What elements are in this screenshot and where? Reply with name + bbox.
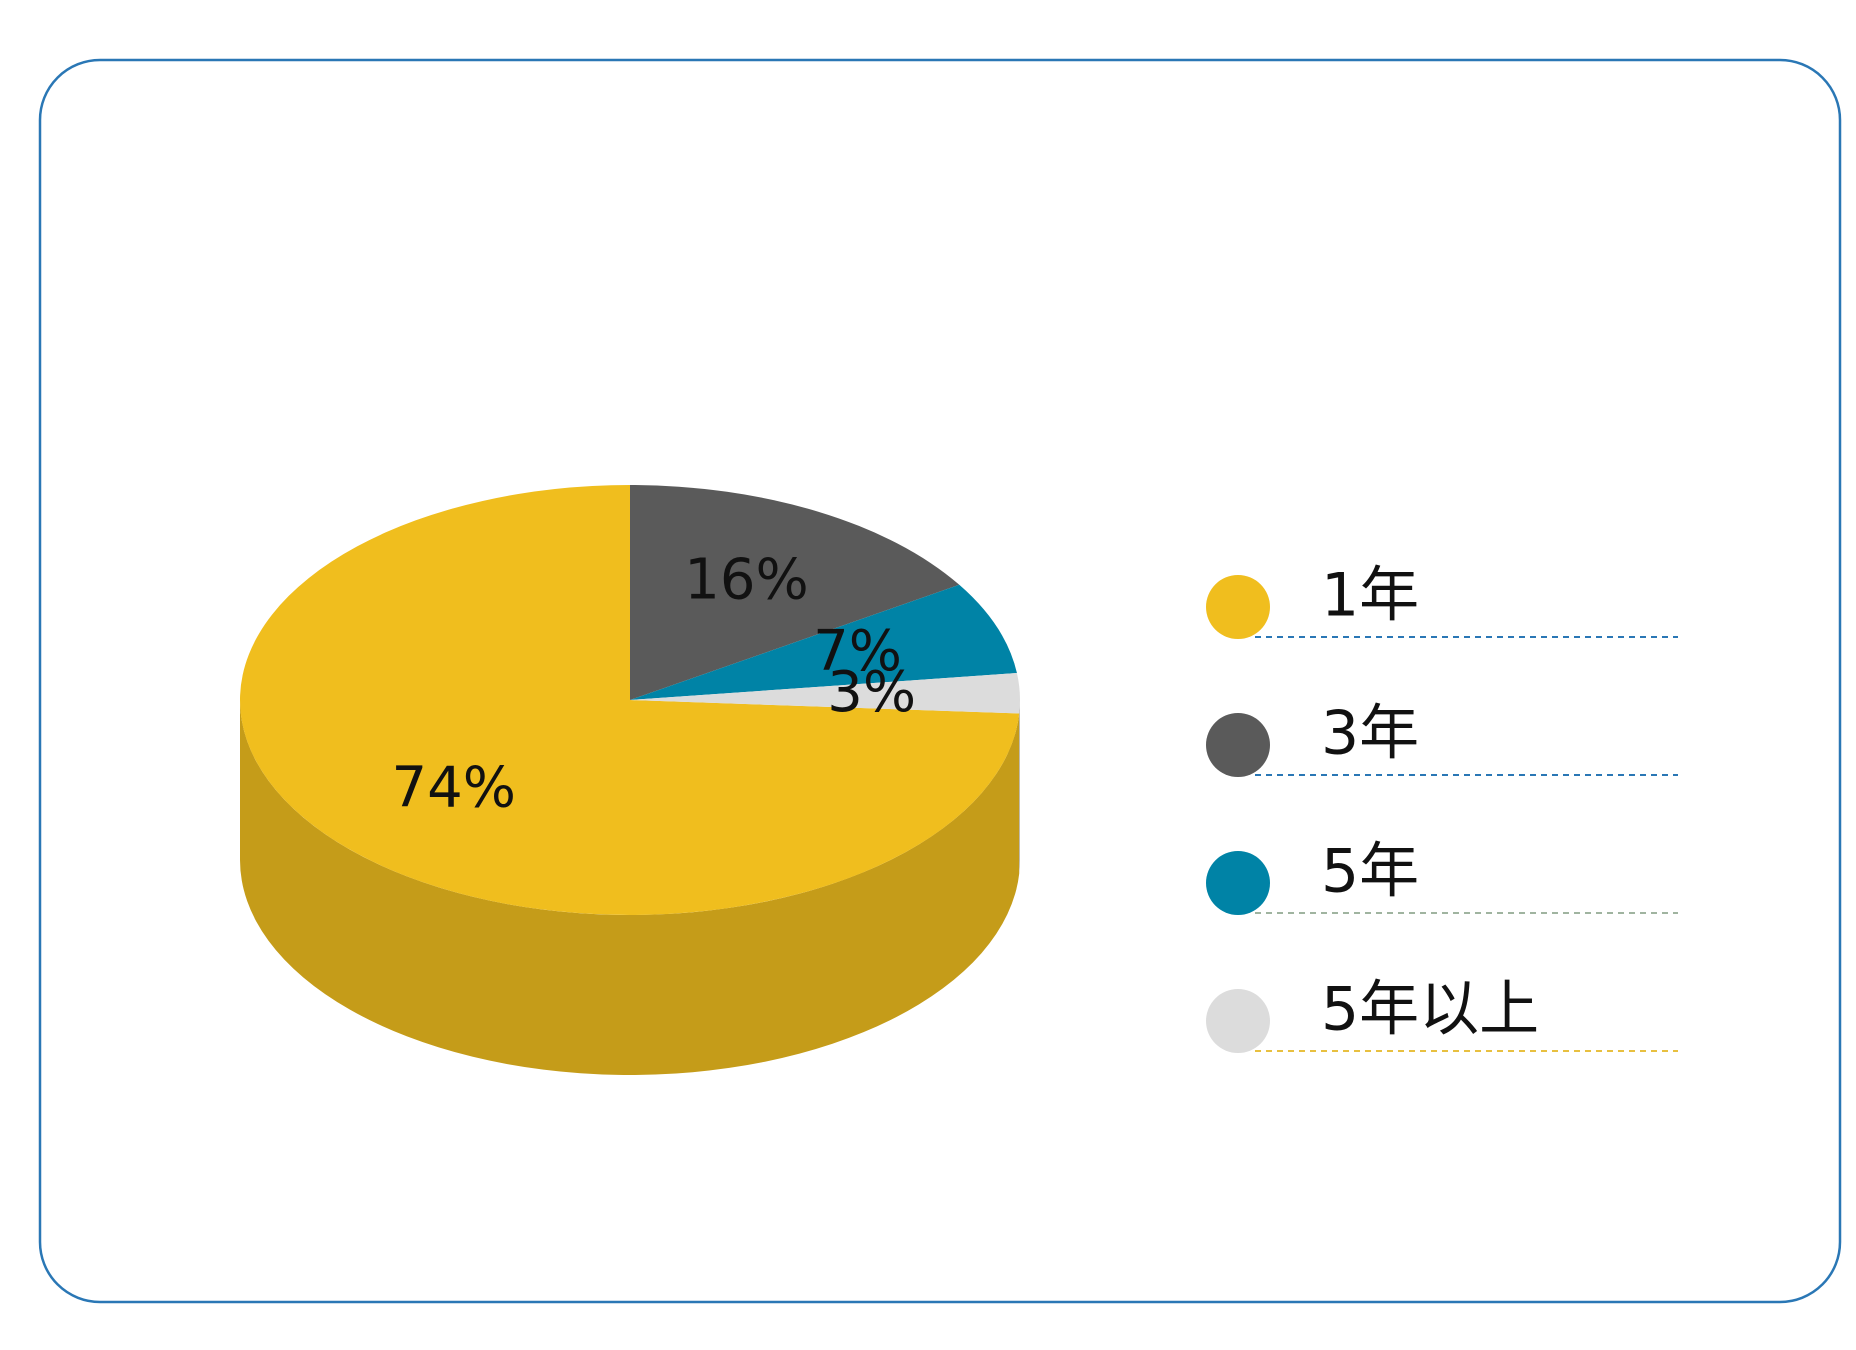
slice-side bbox=[240, 700, 1020, 1076]
legend-label: 1年 bbox=[1321, 561, 1419, 631]
legend-marker bbox=[1206, 851, 1270, 915]
slice bbox=[239, 485, 1020, 915]
slice-side bbox=[1019, 700, 1020, 874]
slice bbox=[630, 584, 1017, 700]
pie: 74% 16%7%3% bbox=[239, 485, 1020, 1076]
legend-label: 5年以上 bbox=[1321, 975, 1539, 1045]
legend-label: 3年 bbox=[1321, 699, 1419, 769]
legend: 1年 3年 5年 5年以上 bbox=[1206, 561, 1678, 1053]
legend-label: 5年 bbox=[1321, 837, 1419, 907]
data-label: 74% bbox=[392, 755, 516, 820]
data-label: 7% bbox=[813, 619, 902, 684]
slice bbox=[630, 485, 960, 700]
slice bbox=[630, 673, 1020, 714]
legend-marker bbox=[1206, 989, 1270, 1053]
legend-marker bbox=[1206, 575, 1270, 639]
data-label: 3% bbox=[827, 660, 916, 725]
legend-marker bbox=[1206, 713, 1270, 777]
side-walls bbox=[240, 700, 1020, 1076]
data-label: 16% bbox=[684, 547, 808, 612]
